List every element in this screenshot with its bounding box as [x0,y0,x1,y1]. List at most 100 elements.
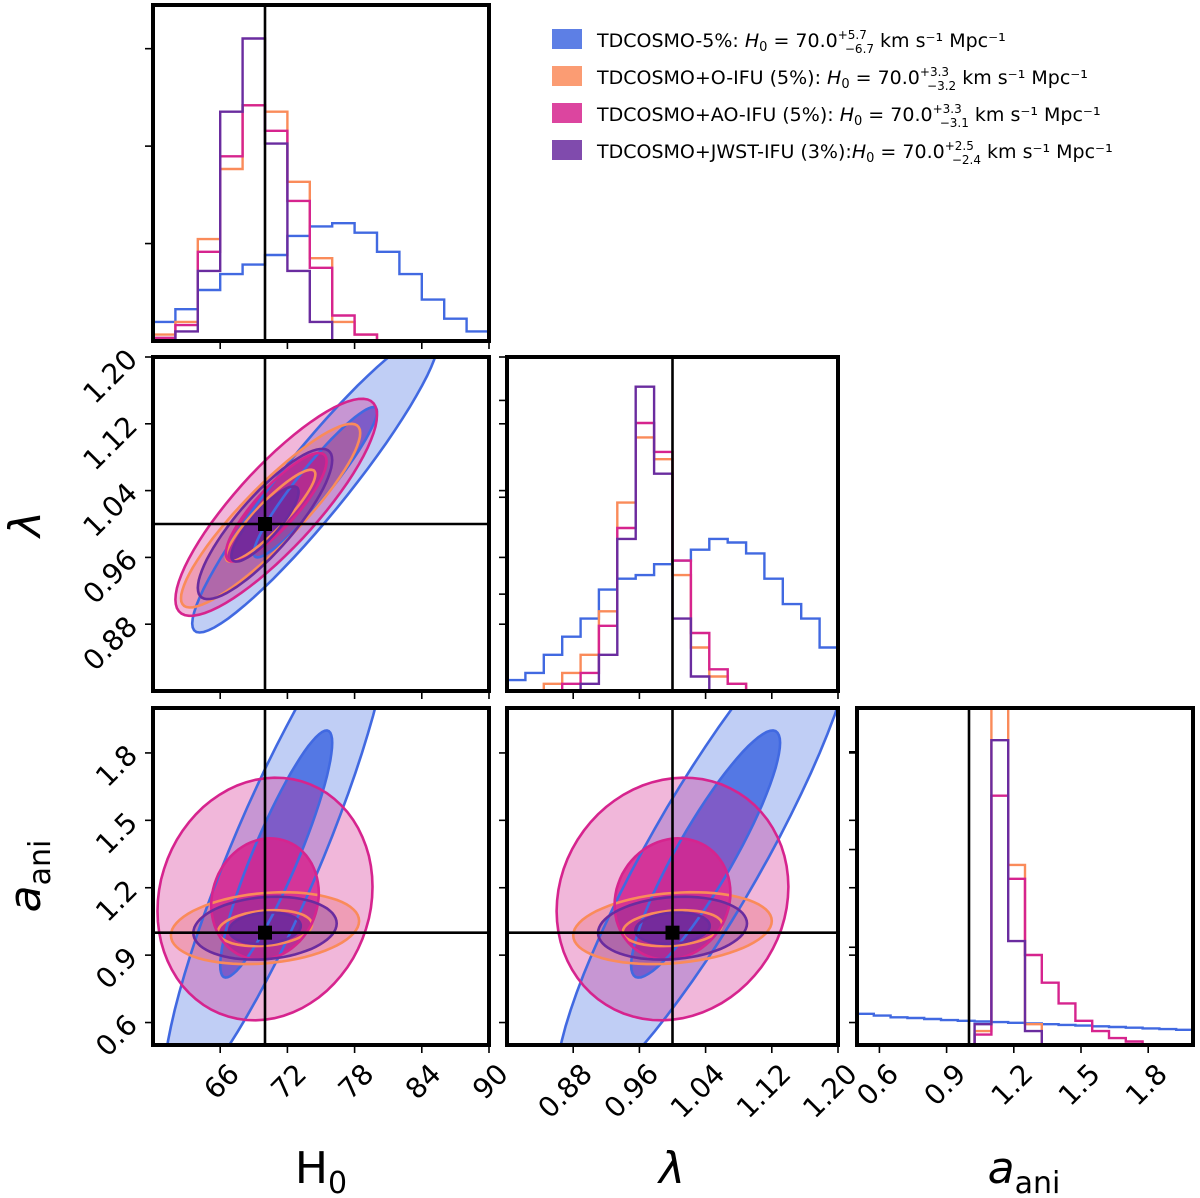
x-axis-label-h0-sub: 0 [328,1166,347,1198]
contour-inner-line-tdcosmo-ao-ifu-5- [613,836,732,961]
x-axis-label-aani-sub: ani [1015,1166,1061,1198]
y-tick-label: 1.2 [89,873,144,928]
x-tick-label: 0.9 [917,1057,972,1112]
x-tick-label: 1.2 [985,1057,1040,1112]
legend-swatch-tdcosmo-ao-ifu-5- [552,103,582,123]
y-tick-label: 1.5 [89,806,144,861]
hist-H0-tdcosmo-jwst-ifu-3- [153,37,489,341]
legend-h0-minus: −3.1 [940,116,969,130]
legend-swatch-tdcosmo-jwst-ifu-3- [552,140,582,160]
contour-outer-line-tdcosmo-o-ifu-5- [169,890,361,966]
contour-outer-line-tdcosmo-o-ifu-5- [571,890,774,966]
panel-frame [505,355,840,693]
hist-H0-tdcosmo-ao-ifu-5- [153,104,489,341]
y-axis-label-aani-main: a [0,885,51,912]
y-axis-label-lambda-main: λ [0,511,51,539]
y-tick-label: 0.96 [77,543,144,610]
legend-h0-plus: +3.3 [920,65,949,79]
x-tick-label: 0.6 [850,1057,905,1112]
x-tick-label: 66 [197,1057,246,1106]
contour-outer-line-tdcosmo-5- [190,357,437,634]
x-axis-label-lambda: λ [657,1143,685,1194]
truth-marker [258,925,272,940]
legend-entry-tdcosmo-jwst-ifu-3-: TDCOSMO+JWST-IFU (3%):H0 = 70.0+2.5 −2.4 … [596,139,1113,167]
legend-h0-symbol: H [852,141,866,163]
y-axis-label-lambda: λ [0,511,51,539]
hist-lambda-tdcosmo-ao-ifu-5- [507,421,838,691]
legend-h0-value: = 70.0 [874,141,944,163]
contour-outer-line-tdcosmo-jwst-ifu-3- [196,447,334,601]
x-tick-label: 84 [399,1057,448,1106]
x-axis-label-lambda-main: λ [657,1143,685,1194]
legend-h0-sub: 0 [841,77,849,92]
legend-h0-sub: 0 [759,40,767,55]
contour-outer-line-tdcosmo-ao-ifu-5- [555,776,790,1022]
legend-h0-value: = 70.0 [767,30,837,52]
y-tick-label: 1.8 [89,739,144,794]
x-tick-label: 72 [265,1057,314,1106]
legend-swatch-tdcosmo-5- [552,29,582,49]
x-axis-label-aani-main: a [988,1143,1015,1194]
legend-h0-plus: +2.5 [945,139,974,153]
contour-outer-line-tdcosmo-5- [166,708,377,1045]
legend-entry-tdcosmo-5-: TDCOSMO-5%: H0 = 70.0+5.7 −6.7 km s⁻¹ Mpc… [596,28,1006,56]
legend-h0-minus: −2.4 [952,153,981,167]
legend-unit: km s⁻¹ Mpc⁻¹ [874,30,1006,52]
y-tick-label: 0.6 [89,1008,144,1063]
y-tick-label: 0.88 [77,610,144,677]
hist-a_ani-tdcosmo-jwst-ifu-3- [857,739,1193,1045]
x-tick-label: 1.04 [664,1057,731,1124]
y-axis-label-aani-sub: ani [23,840,58,886]
hist-lambda-tdcosmo-jwst-ifu-3- [507,385,838,691]
contour-inner-line-tdcosmo-ao-ifu-5- [209,836,321,961]
legend-h0-sub: 0 [866,151,874,166]
legend-h0-value: = 70.0 [850,67,920,89]
legend-series-name: TDCOSMO+AO-IFU (5%): [596,104,840,126]
legend-unit: km s⁻¹ Mpc⁻¹ [969,104,1101,126]
legend-h0-sub: 0 [854,114,862,129]
truth-marker [258,517,272,531]
legend-unit: km s⁻¹ Mpc⁻¹ [981,141,1113,163]
contour-outer-line-tdcosmo-ao-ifu-5- [156,776,374,1022]
contour-outer-line-tdcosmo-ao-ifu-5- [174,397,379,618]
panel-frame [855,706,1195,1047]
legend-h0-plus: +5.7 [838,28,867,42]
x-axis-label-aani: aani [988,1143,1061,1198]
x-tick-label: 90 [466,1057,515,1106]
x-tick-label: 1.12 [730,1057,797,1124]
legend-swatch-tdcosmo-o-ifu-5- [552,66,582,86]
legend-h0-symbol: H [840,104,854,126]
hist-a_ani-tdcosmo-o-ifu-5- [857,708,1193,1045]
y-tick-label: 1.20 [77,343,144,410]
legend-h0-minus: −6.7 [845,42,874,56]
legend-h0-symbol: H [745,30,759,52]
y-axis-label-aani: aani [0,840,58,913]
x-axis-label-h0-main: H [295,1143,328,1194]
legend-h0-value: = 70.0 [862,104,932,126]
panel-frame [505,706,840,1047]
contour-inner-line-tdcosmo-jwst-ifu-3- [227,911,303,946]
legend-entry-tdcosmo-ao-ifu-5-: TDCOSMO+AO-IFU (5%): H0 = 70.0+3.3 −3.1 k… [596,102,1101,130]
x-tick-label: 0.88 [531,1057,598,1124]
panel-frame [151,355,491,693]
legend-h0-minus: −3.2 [927,79,956,93]
contour-inner-line-tdcosmo-5- [218,729,334,979]
contour-inner-line-tdcosmo-ao-ifu-5- [224,451,328,563]
legend-series-name: TDCOSMO-5%: [596,30,745,52]
contour-outer-line-tdcosmo-5- [559,708,838,1045]
legend-unit: km s⁻¹ Mpc⁻¹ [956,67,1088,89]
legend-h0-symbol: H [827,67,841,89]
y-tick-label: 0.9 [89,941,144,996]
x-tick-label: 0.96 [598,1057,665,1124]
panel-frame [151,3,491,343]
y-tick-label: 1.12 [77,409,144,476]
legend-series-name: TDCOSMO+JWST-IFU (3%): [596,141,852,163]
legend-series-name: TDCOSMO+O-IFU (5%): [596,67,827,89]
contour-inner-line-tdcosmo-jwst-ifu-3- [633,911,712,946]
hist-a_ani-tdcosmo-ao-ifu-5- [857,794,1193,1045]
x-tick-label: 1.5 [1052,1057,1107,1112]
x-tick-label: 1.8 [1119,1057,1174,1112]
y-tick-label: 1.04 [77,476,144,543]
contour-inner-line-tdcosmo-5- [629,729,782,979]
